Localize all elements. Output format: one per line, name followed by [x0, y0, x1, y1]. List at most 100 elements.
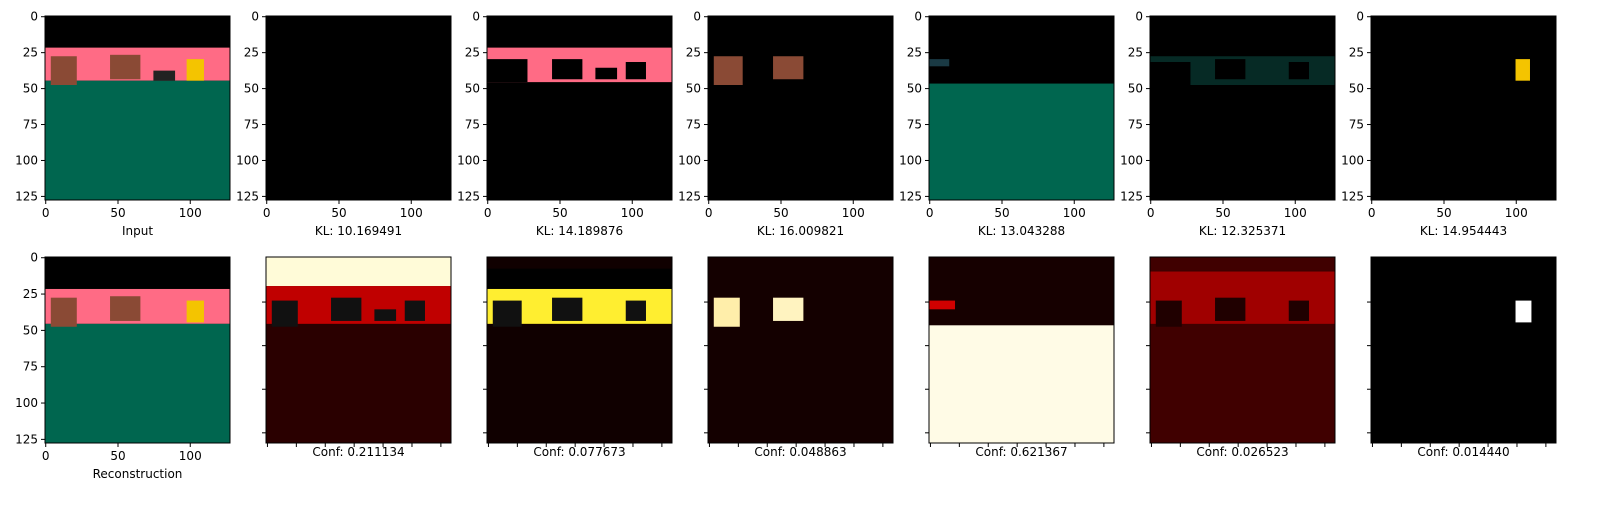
image-region	[773, 297, 804, 321]
axes-frame	[1149, 256, 1336, 444]
y-tick-label: 0	[693, 10, 701, 24]
x-tick-label: 100	[179, 206, 202, 220]
y-tick-label: 0	[472, 10, 480, 24]
y-tick-label: 50	[686, 82, 701, 96]
panel-caption: KL: 10.169491	[315, 224, 402, 238]
y-tick-label: 25	[1349, 46, 1364, 60]
y-tick-label: 125	[457, 189, 480, 203]
y-tick-label: 125	[899, 189, 922, 203]
panel: Conf: 0.621367	[925, 256, 1115, 459]
y-tick-label: 50	[23, 82, 38, 96]
x-tick-label: 0	[1147, 206, 1155, 220]
x-tick-label: 0	[705, 206, 713, 220]
image-region	[266, 257, 451, 287]
y-tick-label: 75	[907, 118, 922, 132]
y-tick-label: 0	[1135, 10, 1143, 24]
panel-caption: KL: 14.189876	[536, 224, 623, 238]
axes-frame	[1149, 15, 1336, 201]
image-region	[1288, 62, 1309, 80]
panel: 0 50 100 0 25 50 75 100 125 KL: 14.954443	[1341, 10, 1557, 238]
panel: 0 50 100 0 25 50 75 100 125 KL: 14.189876	[457, 10, 673, 238]
image-region	[1215, 59, 1246, 80]
axes-frame	[928, 256, 1115, 444]
image-region	[110, 296, 141, 321]
image-region	[595, 67, 618, 80]
panel: Conf: 0.014440	[1367, 256, 1557, 459]
x-tick-label: 100	[842, 206, 865, 220]
image-region	[713, 56, 743, 85]
axes-frame	[265, 15, 452, 201]
panel: Conf: 0.211134	[262, 256, 452, 459]
axes-frame	[1370, 15, 1557, 201]
image-region	[929, 325, 1114, 443]
y-tick-label: 50	[1128, 82, 1143, 96]
y-tick-label: 25	[244, 46, 259, 60]
y-tick-label: 100	[15, 153, 38, 167]
image-region	[487, 268, 672, 289]
y-tick-label: 50	[23, 323, 38, 337]
image-region	[773, 56, 804, 80]
axes-frame	[707, 15, 894, 201]
image-region	[186, 300, 204, 323]
image-region	[374, 309, 397, 321]
image-region	[153, 70, 176, 81]
x-tick-label: 100	[400, 206, 423, 220]
panel: Conf: 0.048863	[704, 256, 894, 459]
image-region	[1371, 257, 1556, 443]
panel: 0 50 100 0 25 50 75 100 125 KL: 13.043288	[899, 10, 1115, 238]
x-tick-label: 100	[1505, 206, 1528, 220]
image-region	[1515, 300, 1532, 323]
y-tick-label: 125	[15, 189, 38, 203]
y-tick-label: 25	[23, 287, 38, 301]
y-tick-label: 75	[23, 360, 38, 374]
panel: 0 50 100 0 25 50 75 100 125 KL: 16.009821	[678, 10, 894, 238]
x-tick-label: 0	[1368, 206, 1376, 220]
image-region	[186, 59, 204, 81]
image-region	[708, 257, 893, 443]
x-tick-label: 100	[1063, 206, 1086, 220]
image-region	[1215, 297, 1246, 321]
y-tick-label: 125	[678, 189, 701, 203]
image-region	[487, 16, 672, 200]
x-tick-label: 50	[552, 206, 567, 220]
panel-caption: Input	[122, 224, 153, 238]
y-tick-label: 50	[1349, 82, 1364, 96]
y-tick-label: 50	[465, 82, 480, 96]
x-tick-label: 100	[179, 449, 202, 463]
image-region	[1150, 62, 1191, 85]
y-tick-label: 0	[251, 10, 259, 24]
panel-caption: KL: 16.009821	[757, 224, 844, 238]
image-region	[625, 62, 646, 80]
image-region	[625, 300, 646, 321]
panel: 0 50 100 0 25 50 75 100 125 Input	[15, 10, 231, 238]
panel-caption: Reconstruction	[93, 467, 183, 481]
x-tick-label: 0	[926, 206, 934, 220]
x-tick-label: 50	[110, 449, 125, 463]
image-region	[404, 300, 425, 321]
x-tick-label: 100	[621, 206, 644, 220]
y-tick-label: 100	[1120, 153, 1143, 167]
image-region	[713, 297, 740, 327]
image-region	[271, 300, 298, 327]
axes-frame	[707, 256, 894, 444]
panel-caption: Conf: 0.621367	[975, 445, 1067, 459]
y-tick-label: 25	[1128, 46, 1143, 60]
image-region	[552, 297, 583, 321]
y-tick-label: 50	[244, 82, 259, 96]
panel-caption: Conf: 0.077673	[533, 445, 625, 459]
panel-caption: Conf: 0.014440	[1417, 445, 1509, 459]
panel: 0 50 100 0 25 50 75 100 125 Reconstruction	[15, 251, 231, 481]
x-tick-label: 0	[263, 206, 271, 220]
image-region	[266, 16, 451, 200]
image-region	[1155, 300, 1182, 327]
panel: Conf: 0.026523	[1146, 256, 1336, 459]
y-tick-label: 25	[686, 46, 701, 60]
image-region	[1288, 300, 1309, 321]
x-tick-label: 100	[1284, 206, 1307, 220]
image-region	[331, 297, 362, 321]
x-tick-label: 50	[1436, 206, 1451, 220]
image-region	[110, 54, 141, 80]
panel: Conf: 0.077673	[483, 256, 673, 459]
image-region	[552, 59, 583, 80]
